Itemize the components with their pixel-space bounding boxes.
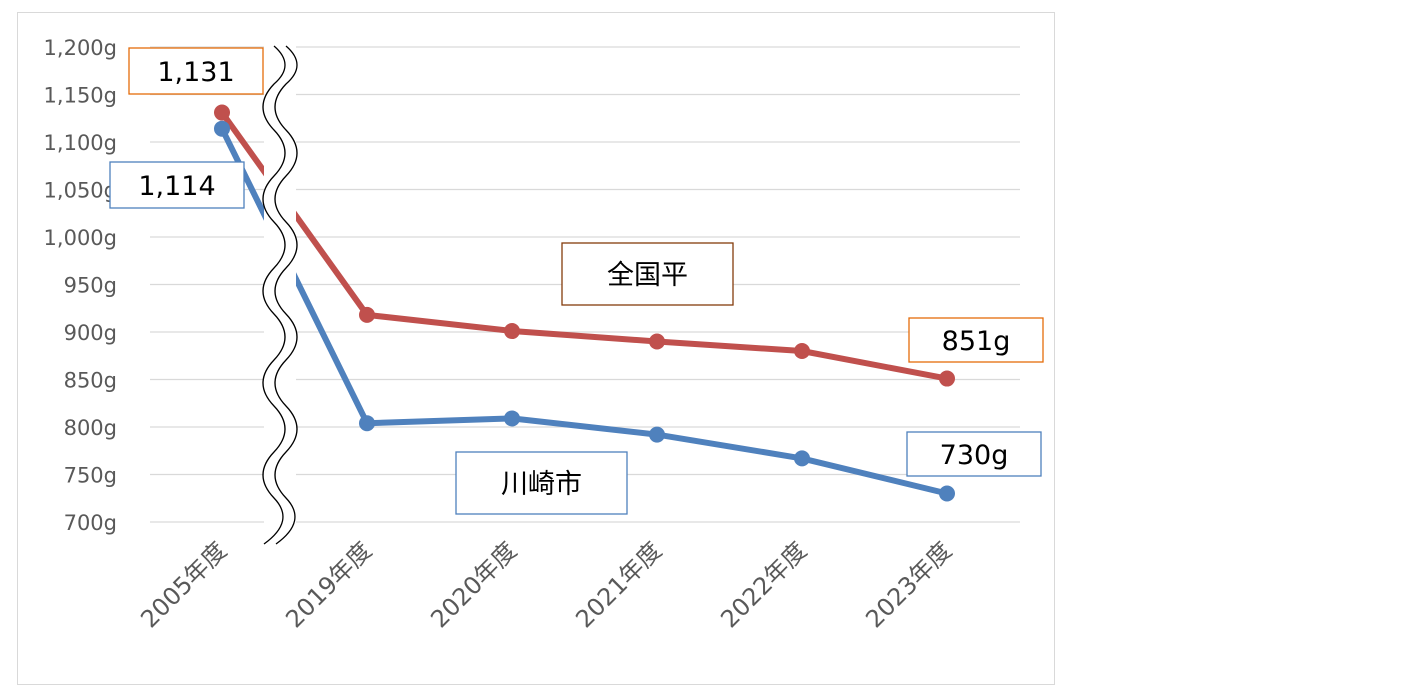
callout-box — [561, 242, 734, 306]
axis-break-line — [262, 45, 286, 545]
axis-break-mask — [264, 44, 296, 546]
y-tick-label: 1,150g — [44, 84, 117, 108]
series-lines — [219, 109, 950, 497]
data-point — [939, 370, 955, 387]
x-axis-tick-labels: 2005年度 2019年度 2020年度 2021年度 2022年度 2023年度 — [135, 536, 957, 633]
y-tick-label: 750g — [64, 464, 117, 488]
y-tick-label: 700g — [64, 511, 117, 535]
y-tick-label: 850g — [64, 369, 117, 393]
x-tick-label: 2022年度 — [715, 536, 812, 633]
y-tick-label: 1,100g — [44, 131, 117, 155]
y-tick-label: 800g — [64, 416, 117, 440]
data-point — [504, 323, 520, 340]
x-tick-label: 2005年度 — [135, 536, 232, 633]
data-point — [649, 333, 665, 350]
series-line — [219, 125, 950, 497]
data-point — [794, 450, 810, 467]
y-tick-label: 1,050g — [44, 179, 117, 203]
axis-break-line — [274, 45, 298, 545]
callout-label: 1,131 — [157, 57, 234, 88]
callout-label: 730g — [940, 440, 1009, 471]
callout-label: 851g — [942, 326, 1011, 357]
callout-box — [109, 161, 245, 209]
data-point — [504, 410, 520, 427]
y-tick-label: 1,000g — [44, 226, 117, 250]
data-point — [794, 343, 810, 359]
y-tick-label: 1,200g — [44, 36, 117, 60]
data-points — [214, 104, 955, 502]
callout-box — [908, 317, 1044, 363]
series-line — [219, 109, 950, 382]
y-tick-label: 900g — [64, 321, 117, 345]
y-axis-tick-labels: 700g 750g 800g 850g 900g 950g 1,000g 1,050g 1,10… — [44, 36, 117, 535]
callout-box — [128, 47, 264, 95]
x-tick-label: 2023年度 — [860, 536, 957, 633]
data-point — [359, 415, 375, 432]
callout-label: 全国平 — [607, 260, 688, 291]
data-point — [214, 120, 230, 137]
x-tick-label: 2020年度 — [425, 536, 522, 633]
callout-label: 1,114 — [138, 171, 215, 202]
callout-label: 川崎市 — [501, 469, 582, 500]
x-tick-label: 2019年度 — [280, 536, 377, 633]
callout-box — [455, 451, 628, 515]
data-point — [649, 426, 665, 443]
y-tick-label: 950g — [64, 274, 117, 298]
callout-box — [906, 431, 1042, 477]
data-point — [214, 104, 230, 121]
chart-area — [17, 12, 1055, 685]
data-point — [359, 306, 375, 323]
x-tick-label: 2021年度 — [570, 536, 667, 633]
data-point — [939, 485, 955, 502]
axis-break-symbol — [262, 44, 298, 546]
